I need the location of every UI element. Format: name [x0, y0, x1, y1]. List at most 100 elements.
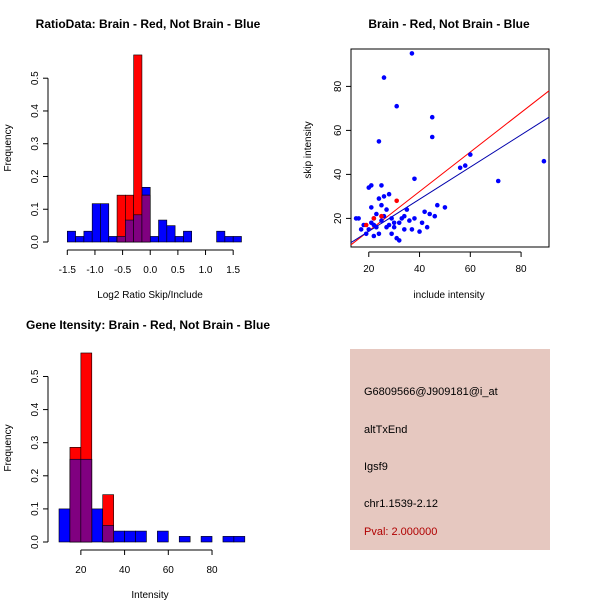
gene-intensity-x-tick-label: 60 [163, 565, 175, 576]
intensity-scatter-point-not-brain [419, 220, 425, 226]
ratio-histogram-y-tick-label: 0.0 [30, 235, 41, 249]
gene-intensity-y-tick-label: 0.4 [30, 402, 41, 416]
intensity-scatter-point-not-brain [379, 218, 384, 223]
intensity-scatter-point-not-brain [386, 222, 392, 228]
ratio-histogram-y-label: Frequency [3, 124, 14, 171]
ratio-histogram-bar-brain [116, 194, 126, 243]
ratio-histogram-y-tick-label: 0.1 [30, 202, 41, 216]
ratio-histogram-x-axis: -1.5 -1.0 -0.5 0.0 0.5 1.0 1.5 [59, 249, 241, 276]
ratio-histogram-x-label: Log2 Ratio Skip/Include [97, 290, 203, 301]
intensity-scatter-fit-line [350, 116, 550, 244]
gene-intensity-bar-not-brain [157, 530, 169, 543]
ratio-histogram-bar-not-brain [183, 230, 193, 243]
ratio-histogram-bar-not-brain [216, 230, 226, 243]
gene-intensity-y-tick-label: 0.5 [30, 369, 41, 383]
ratio-histogram-bar-not-brain [83, 230, 93, 243]
intensity-scatter-x-tick-label: 60 [465, 264, 477, 275]
ratio-histogram-bar-brain [133, 54, 143, 243]
intensity-scatter-point-not-brain [432, 213, 438, 219]
ratio-histogram-x-tick-label: 1.0 [199, 265, 213, 276]
intensity-scatter-point-not-brain [417, 229, 422, 234]
intensity-scatter-point-not-brain [495, 178, 501, 184]
intensity-scatter-point-not-brain [412, 216, 417, 221]
intensity-scatter-point-not-brain [457, 165, 463, 171]
intensity-scatter-y-tick-label: 20 [333, 212, 344, 224]
gene-intensity-bar-overlap [80, 458, 93, 543]
intensity-scatter-x-label: include intensity [413, 290, 484, 301]
gene-intensity-bar-not-brain [135, 530, 147, 543]
intensity-scatter-fit-lines [350, 90, 550, 246]
ratio-histogram-bar-overlap [116, 236, 126, 243]
gene-intensity-x-tick-label: 40 [119, 565, 131, 576]
intensity-scatter-fit-line [350, 90, 550, 246]
gene-intensity-x-tick-label: 20 [75, 565, 87, 576]
gene-intensity-bar-not-brain [233, 536, 246, 543]
gene-intensity-bar-overlap [102, 525, 114, 543]
ratio-histogram-title: RatioData: Brain - Red, Not Brain - Blue [36, 17, 261, 31]
intensity-scatter-point-not-brain [369, 205, 374, 210]
intensity-scatter-point-not-brain [409, 227, 415, 232]
gene-intensity-bar-not-brain [222, 536, 235, 543]
ratio-histogram-bar-not-brain [75, 236, 85, 243]
intensity-scatter-point-not-brain [407, 218, 412, 223]
gene-intensity-histogram-x-axis: 20 40 60 80 [75, 549, 218, 576]
intensity-scatter-points [353, 51, 547, 243]
ratio-histogram-y-axis: 0.0 0.1 0.2 0.3 0.4 0.5 [30, 71, 49, 249]
intensity-scatter-point-not-brain [356, 216, 361, 221]
intensity-scatter-point-not-brain [404, 207, 410, 212]
gene-intensity-bar-not-brain [91, 508, 104, 543]
gene-symbol-text: Igsf9 [364, 461, 388, 473]
intensity-scatter-x-tick-label: 40 [414, 264, 426, 275]
gene-intensity-histogram-y-label: Frequency [3, 424, 14, 471]
probe-id-text: G6809566@J909181@i_at [364, 386, 498, 398]
gene-intensity-histogram-x-label: Intensity [131, 590, 168, 600]
intensity-scatter-title: Brain - Red, Not Brain - Blue [368, 17, 530, 31]
intensity-scatter-point-not-brain [409, 51, 415, 56]
gene-intensity-overlap-bars [69, 458, 114, 543]
intensity-scatter-y-axis: 20 40 60 80 [333, 80, 352, 224]
gene-intensity-bar-not-brain [58, 508, 71, 543]
intensity-scatter-point-not-brain [366, 227, 372, 232]
ratio-histogram-bar-not-brain [174, 236, 184, 243]
intensity-scatter-point-not-brain [376, 196, 382, 201]
intensity-scatter-point-not-brain [541, 158, 547, 164]
intensity-scatter-point-not-brain [379, 183, 384, 188]
intensity-scatter-point-not-brain [389, 231, 394, 237]
intensity-scatter-point-not-brain [379, 202, 384, 208]
intensity-scatter-point-not-brain [381, 194, 387, 199]
ratio-histogram-bar-overlap [133, 214, 143, 243]
ratio-histogram-bar-not-brain [66, 230, 76, 243]
intensity-scatter-point-not-brain [391, 220, 397, 226]
gene-intensity-histogram-y-axis: 0.0 0.1 0.2 0.3 0.4 0.5 [30, 369, 49, 549]
ratio-histogram-y-tick-label: 0.4 [30, 104, 41, 118]
gene-intensity-bar-not-brain [124, 530, 136, 543]
intensity-scatter: Brain - Red, Not Brain - Blue 20 40 60 80 2… [303, 17, 550, 301]
intensity-scatter-point-not-brain [376, 139, 382, 144]
ratio-histogram-x-tick-label: 1.5 [226, 265, 240, 276]
intensity-scatter-point-not-brain [422, 209, 427, 215]
intensity-scatter-x-tick-label: 20 [363, 264, 375, 275]
intensity-scatter-point-brain [379, 213, 384, 219]
intensity-scatter-point-brain [363, 222, 369, 228]
ratio-histogram-y-tick-label: 0.2 [30, 169, 41, 183]
intensity-scatter-point-not-brain [462, 163, 468, 168]
gene-intensity-bar-not-brain [178, 536, 191, 543]
ratio-histogram-bar-not-brain [100, 203, 110, 243]
ratio-histogram-x-tick-label: -1.5 [59, 265, 77, 276]
intensity-scatter-point-not-brain [389, 216, 394, 221]
ratio-histogram-overlap-bars [116, 194, 151, 243]
intensity-scatter-point-not-brain [369, 183, 374, 188]
intensity-scatter-point-not-brain [442, 205, 448, 210]
gene-intensity-y-tick-label: 0.0 [30, 535, 41, 549]
intensity-scatter-point-not-brain [381, 75, 387, 80]
intensity-scatter-point-not-brain [391, 224, 397, 230]
intensity-scatter-point-not-brain [384, 207, 389, 212]
intensity-scatter-point-not-brain [394, 103, 399, 109]
intensity-scatter-point-not-brain [358, 227, 364, 232]
ratio-histogram-x-tick-label: 0.0 [143, 265, 157, 276]
ratio-histogram-x-tick-label: -0.5 [114, 265, 132, 276]
intensity-scatter-point-not-brain [468, 152, 473, 157]
intensity-scatter-point-not-brain [376, 231, 382, 237]
ratio-histogram-bar-not-brain [232, 236, 242, 243]
